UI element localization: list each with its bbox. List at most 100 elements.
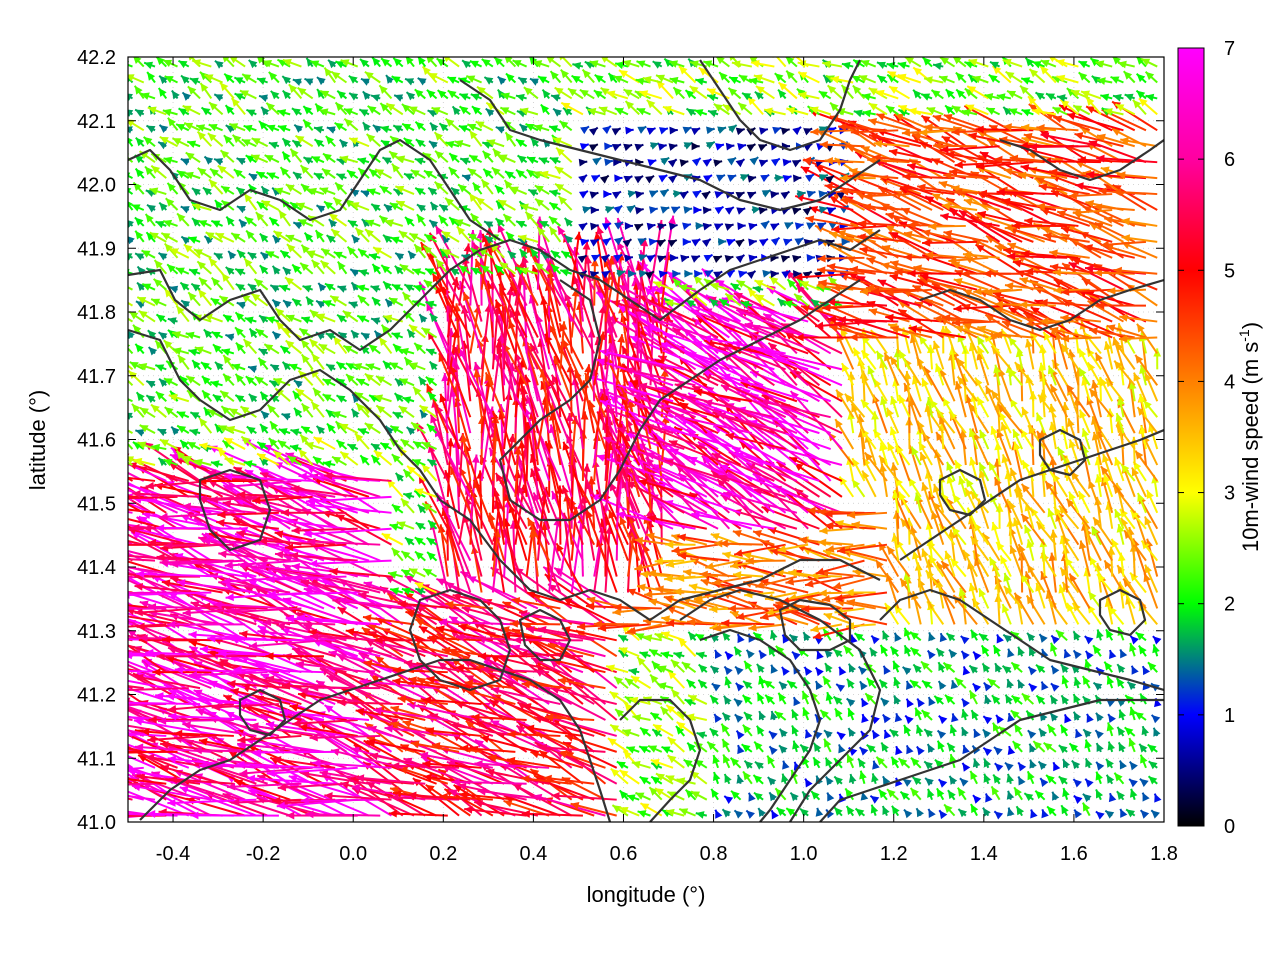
wind-vector <box>450 723 516 737</box>
wind-vector-head <box>612 805 622 813</box>
wind-vector-head <box>506 756 516 765</box>
wind-vector-head <box>958 808 968 818</box>
wind-vector <box>128 773 145 785</box>
wind-vector-head <box>982 807 991 817</box>
wind-vector-head <box>936 648 945 658</box>
wind-vector-head <box>805 778 813 788</box>
wind-vector <box>480 736 539 753</box>
wind-vector-head <box>859 747 869 756</box>
wind-vector <box>134 675 201 690</box>
wind-vector <box>128 634 145 642</box>
wind-vector-head <box>676 777 686 786</box>
wind-vector-head <box>984 695 992 705</box>
wind-vector-head <box>736 774 745 784</box>
wind-vector-head <box>910 757 920 767</box>
wind-vector <box>133 719 223 737</box>
wind-vector <box>392 679 448 690</box>
wind-vector-head <box>640 803 650 811</box>
wind-vector-head <box>300 796 309 805</box>
wind-vector-head <box>274 530 284 539</box>
wind-vector-head <box>970 804 979 814</box>
wind-vector-head <box>1038 761 1047 770</box>
wind-vector-head <box>625 678 634 687</box>
wind-vector-head <box>245 737 254 745</box>
wind-vector-head <box>471 713 480 722</box>
wind-vector-head <box>54 497 63 505</box>
wind-vector <box>508 762 561 785</box>
wind-vector-head <box>91 605 99 613</box>
wind-vector-head <box>1006 773 1015 783</box>
wind-vector-head <box>450 722 459 730</box>
wind-vector-head <box>722 551 732 560</box>
wind-vector-head <box>632 714 642 722</box>
wind-vector-head <box>128 721 129 724</box>
wind-vector <box>410 741 460 753</box>
wind-vector-head <box>610 768 620 777</box>
wind-vector-head <box>403 659 413 668</box>
wind-vector-head <box>804 729 813 739</box>
wind-vector-head <box>666 705 676 714</box>
wind-vector-head <box>765 694 774 704</box>
wind-vector-head <box>947 742 956 752</box>
wind-vector <box>453 784 505 817</box>
wind-vector-head <box>388 809 397 818</box>
wind-vector-head <box>480 665 489 674</box>
wind-vector-head <box>231 798 240 807</box>
wind-vector-head <box>917 698 925 708</box>
wind-vector-head <box>834 776 843 785</box>
wind-vector <box>272 757 336 769</box>
wind-vector-head <box>861 698 869 708</box>
wind-vector <box>128 729 156 737</box>
wind-vector-head <box>742 724 752 734</box>
wind-vector-head <box>406 427 416 436</box>
wind-vector-head <box>871 773 879 783</box>
wind-vector-head <box>994 763 1004 772</box>
wind-vector <box>550 687 617 706</box>
wind-vector-head <box>744 660 753 670</box>
wind-vector-head <box>265 675 275 684</box>
wind-vector-head <box>895 746 903 756</box>
wind-vector-head <box>649 787 658 796</box>
wind-vector-head <box>870 795 880 804</box>
wind-vector-head <box>1043 742 1053 751</box>
wind-vector-head <box>657 682 667 690</box>
wind-vector <box>392 669 448 674</box>
wind-vector-head <box>473 361 482 371</box>
wind-vector-head <box>676 721 686 730</box>
wind-vector-head <box>961 727 969 737</box>
wind-vector <box>291 527 358 532</box>
wind-vector <box>376 641 448 658</box>
wind-vector-head <box>79 540 87 548</box>
wind-vector <box>300 798 381 802</box>
wind-vector-head <box>775 788 784 797</box>
wind-vector-head <box>707 741 716 751</box>
wind-vector-head <box>825 692 834 702</box>
wind-vector-head <box>637 657 646 666</box>
wind-vector-head <box>516 725 526 734</box>
wind-vector <box>298 725 358 737</box>
wind-vector-head <box>115 522 124 530</box>
wind-vector-head <box>993 746 1003 756</box>
wind-vector <box>525 726 584 737</box>
wind-vector <box>365 638 426 674</box>
wind-vector-head <box>665 775 675 783</box>
wind-vector-head <box>624 702 633 712</box>
wind-vector <box>312 761 392 769</box>
wind-vector-head <box>128 629 137 638</box>
wind-vector-head <box>673 587 682 596</box>
wind-vector-head <box>596 454 606 462</box>
wind-vector-head <box>921 548 929 558</box>
wind-vector-head <box>111 727 120 734</box>
wind-vector-head <box>1118 709 1127 719</box>
wind-vector-head <box>683 759 693 768</box>
wind-vector-head <box>1039 728 1048 738</box>
wind-vector-head <box>1029 647 1037 657</box>
wind-vector-head <box>811 791 820 800</box>
wind-vector-head <box>894 713 903 723</box>
wind-vector <box>295 650 359 689</box>
wind-vector-head <box>369 752 379 761</box>
wind-vector-head <box>246 426 256 435</box>
wind-vector-head <box>921 661 930 670</box>
wind-vector-head <box>1147 744 1157 753</box>
wind-vector-head <box>640 727 649 736</box>
